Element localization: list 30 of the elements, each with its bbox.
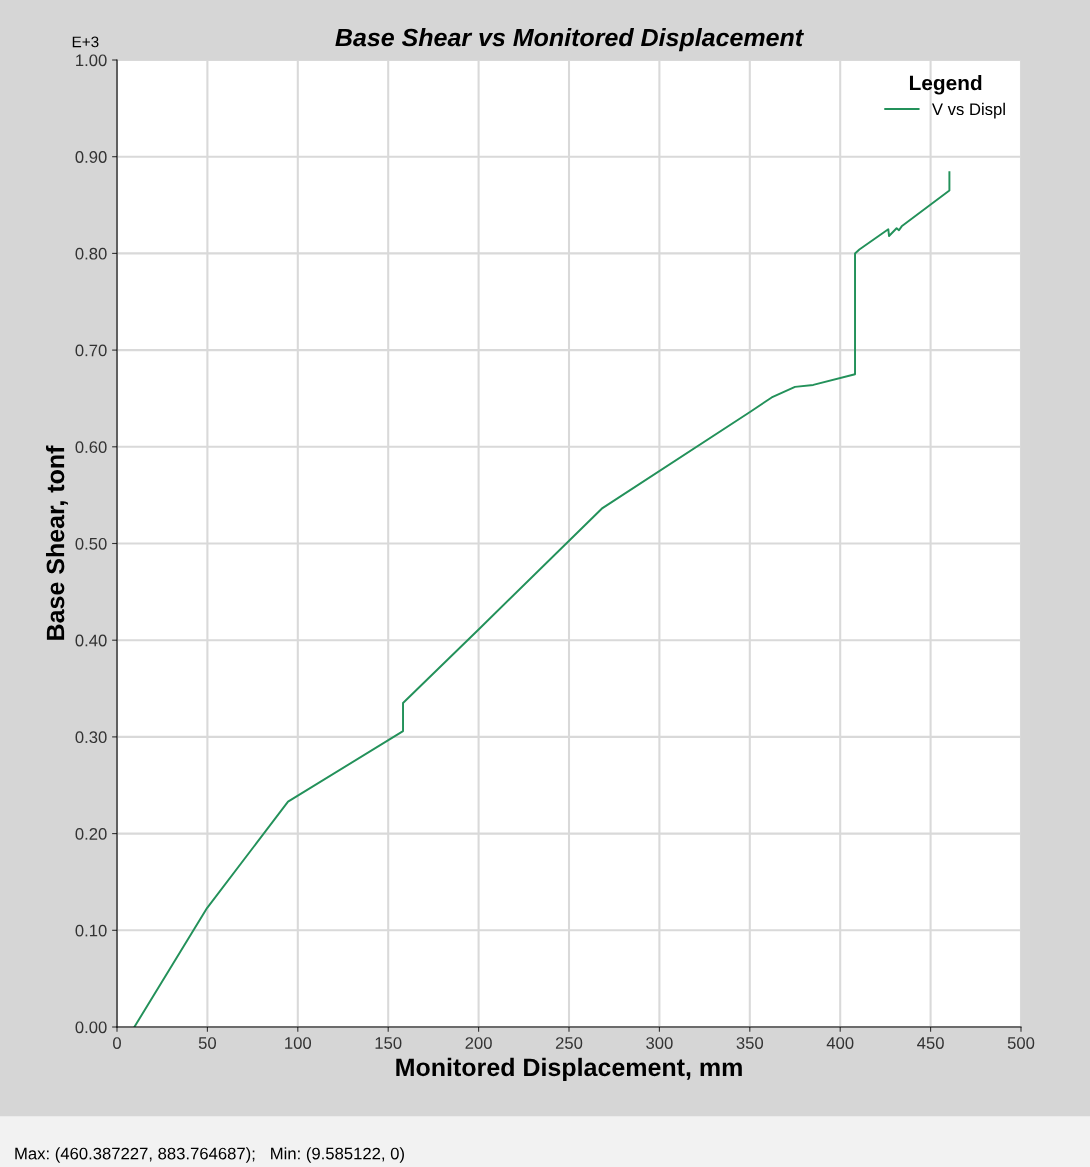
y-tick-label: 0.30 [75,731,107,744]
x-tick-label: 100 [285,1037,312,1049]
y-tick-label: 0.20 [75,828,107,840]
y-tick-label: 0.80 [75,247,107,260]
y-tick-label: 0.90 [75,151,107,163]
y-tick-label: 0.10 [75,924,107,937]
x-tick-label: 50 [198,1037,217,1049]
x-axis-title: Monitored Displacement, mm [396,1057,742,1082]
y-tick-label: 0.00 [75,1021,107,1034]
text: E+3 [72,36,99,48]
legend-title: Legend [909,75,982,95]
chart-title: Base Shear vs Monitored Displacement [335,27,804,52]
y-tick-label: 0.70 [75,344,107,357]
y-axis-title: Base Shear, tonf [45,445,68,640]
x-tick-label: 450 [917,1037,944,1049]
x-tick-label: 500 [1007,1037,1035,1049]
x-tick-label: 250 [555,1037,583,1049]
y-tick-label: 0.40 [75,634,107,647]
x-tick-label: 0 [113,1037,121,1049]
line-series [133,171,951,1027]
y-tick-label: 0.60 [75,441,107,453]
x-tick-label: 350 [736,1037,764,1049]
y-tick-label: 1.00 [76,54,107,67]
x-tick-label: 200 [465,1037,492,1049]
text: Max: (460.387227, 883.764687); Min: (9.585122, 0) [15,1147,404,1163]
y-tick-label: 0.50 [75,537,107,550]
legend-label: V vs Displ [931,102,1005,119]
x-tick-label: 300 [646,1037,673,1049]
x-tick-label: 400 [826,1037,854,1049]
x-tick-label: 150 [375,1037,402,1049]
